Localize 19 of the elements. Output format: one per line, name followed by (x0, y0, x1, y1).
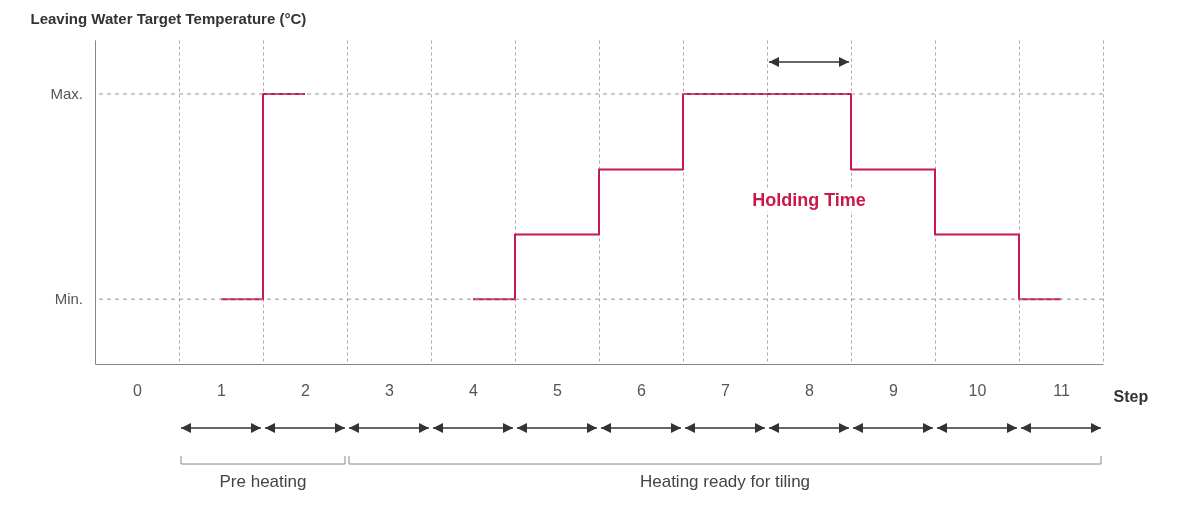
x-tick-label: 2 (301, 381, 311, 399)
x-tick-label: 11 (1053, 381, 1070, 399)
x-tick-label: 6 (637, 381, 647, 399)
annotation: Holding Time (749, 190, 869, 211)
x-tick-label: 8 (805, 381, 815, 399)
x-tick-label: 3 (385, 381, 395, 399)
x-tick-label: 4 (469, 381, 479, 399)
y-axis-title: Leaving Water Target Temperature (°C) (30, 9, 307, 27)
ref-line-label: Max. (50, 85, 83, 102)
x-tick-label: 10 (968, 381, 987, 399)
x-tick-label: 1 (217, 381, 227, 399)
x-tick-label: 5 (553, 381, 563, 399)
ref-line-label: Min. (54, 290, 83, 308)
text: Pre heating (219, 472, 307, 492)
x-tick-label: 9 (889, 381, 899, 399)
text: Heating ready for tiling (639, 472, 811, 492)
x-axis-title: Step (1113, 387, 1149, 405)
x-tick-label: 0 (133, 381, 143, 399)
x-tick-label: 7 (721, 381, 731, 399)
